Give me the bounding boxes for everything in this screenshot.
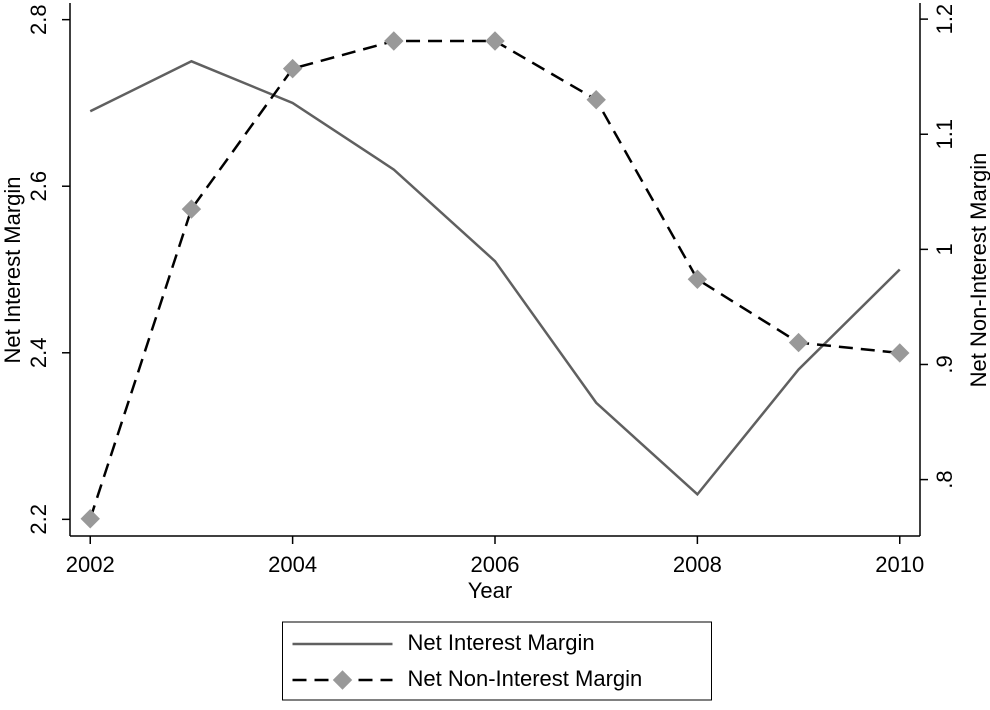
y-tick-label: 2.4 bbox=[26, 337, 51, 368]
y2-tick-label: .9 bbox=[932, 355, 957, 373]
y-tick-label: 2.8 bbox=[26, 4, 51, 35]
legend-label: Net Non-Interest Margin bbox=[408, 666, 643, 691]
series-marker bbox=[890, 343, 910, 363]
y-axis-label: Net Interest Margin bbox=[0, 176, 25, 363]
series-line bbox=[89, 59, 901, 497]
series-marker bbox=[586, 89, 606, 110]
y2-tick-label: .8 bbox=[932, 470, 957, 488]
y-tick-label: 2.2 bbox=[26, 504, 51, 535]
x-tick-label: 2008 bbox=[673, 552, 722, 577]
series-marker bbox=[282, 58, 303, 79]
x-axis-label: Year bbox=[468, 578, 512, 603]
y2-tick-label: 1 bbox=[932, 243, 957, 255]
x-tick-label: 2002 bbox=[66, 552, 115, 577]
series-marker bbox=[687, 269, 708, 289]
legend-box bbox=[282, 621, 712, 701]
x-tick-label: 2004 bbox=[268, 552, 317, 577]
series-marker bbox=[788, 332, 809, 353]
series-marker bbox=[485, 31, 505, 51]
series-marker bbox=[181, 199, 202, 219]
y2-tick-label: 1.1 bbox=[932, 119, 957, 150]
y-tick-label: 2.6 bbox=[26, 171, 51, 202]
x-tick-label: 2010 bbox=[875, 552, 924, 577]
series-line bbox=[89, 39, 900, 520]
legend-marker bbox=[332, 670, 353, 690]
x-tick-label: 2006 bbox=[471, 552, 520, 577]
y2-tick-label: 1.2 bbox=[932, 4, 957, 35]
series-marker bbox=[80, 509, 100, 529]
legend-label: Net Interest Margin bbox=[408, 630, 595, 655]
series-marker bbox=[384, 31, 404, 51]
y2-axis-label: Net Non-Interest Margin bbox=[966, 153, 990, 388]
